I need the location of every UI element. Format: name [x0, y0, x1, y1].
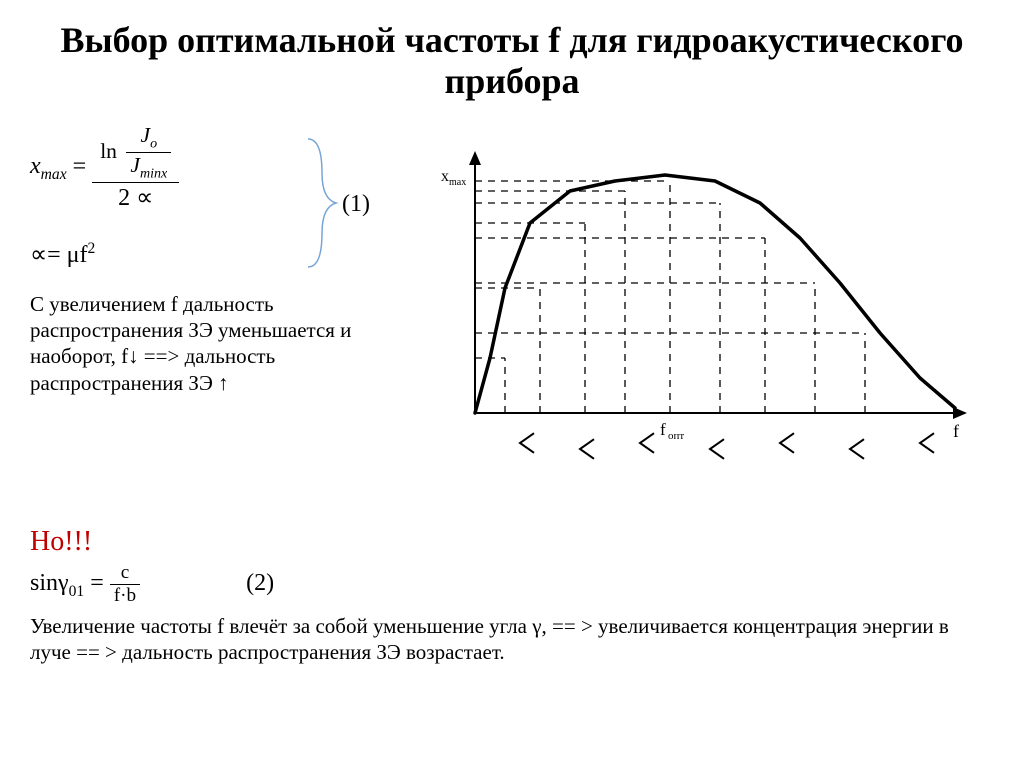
svg-text:max: max — [449, 177, 466, 188]
sin-text: sin — [30, 570, 58, 596]
formula-xmax: xmax = ln Jo Jminx 2 ∝ — [30, 123, 400, 273]
paragraph-2: Увеличение частоты f влечёт за собой уме… — [30, 613, 994, 666]
alpha-sup: 2 — [88, 240, 96, 257]
left-column: xmax = ln Jo Jminx 2 ∝ — [30, 123, 400, 396]
frequency-chart: xmaxffопт — [420, 123, 980, 503]
upper-row: xmax = ln Jo Jminx 2 ∝ — [30, 123, 994, 508]
paragraph-1: С увеличением f дальность распространени… — [30, 291, 400, 396]
Jo: J — [141, 123, 151, 147]
svg-text:f: f — [660, 420, 666, 439]
brace-group: (1) — [300, 133, 370, 263]
gamma-sub: 01 — [69, 583, 85, 600]
gamma: γ — [58, 570, 69, 596]
xmax-sub: max — [41, 166, 67, 183]
Jminx: J — [130, 153, 140, 177]
eq-sign-1: = — [73, 153, 93, 179]
chart-container: xmaxffопт — [420, 123, 994, 508]
svg-text:опт: опт — [668, 430, 684, 442]
eq-sign-2: = — [90, 570, 110, 596]
xmax-var: x — [30, 153, 41, 179]
Jminx-sub: minx — [140, 165, 167, 181]
eq-label-1: (1) — [342, 191, 370, 217]
svg-text:x: x — [441, 168, 449, 185]
page-title: Выбор оптимальной частоты f для гидроаку… — [30, 20, 994, 103]
Jo-sub: o — [150, 135, 157, 151]
two-alpha: 2 ∝ — [92, 183, 179, 212]
eq-label-2: (2) — [246, 570, 274, 597]
brace-icon — [308, 139, 336, 267]
frac-fb: f·b — [110, 585, 140, 607]
alpha-eq: ∝= μf — [30, 242, 88, 268]
ln-text: ln — [100, 139, 117, 163]
formula-sin: sinγ01 = c f·b (2) — [30, 562, 994, 607]
but-heading: Но!!! — [30, 526, 994, 558]
svg-text:f: f — [953, 421, 959, 441]
frac-c: c — [110, 562, 140, 585]
